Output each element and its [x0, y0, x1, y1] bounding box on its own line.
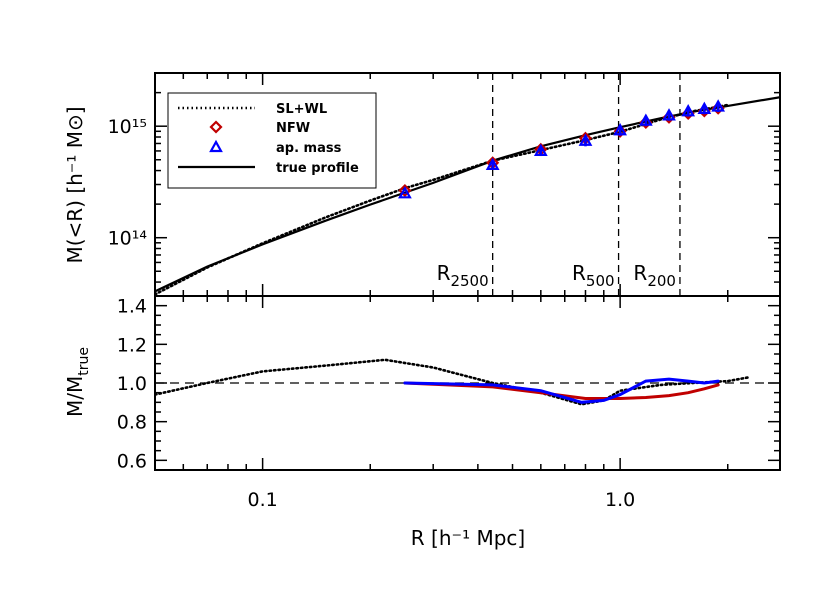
legend-label: ap. mass: [276, 141, 342, 156]
vline-label-sub: 200: [647, 272, 676, 290]
legend-label: SL+WL: [276, 102, 327, 117]
vline-label-main: R: [437, 261, 451, 285]
point-ap-mass: [638, 113, 653, 126]
y-axis-label-bottom-sub: true: [76, 347, 92, 376]
legend-swatch-nfw: [209, 120, 223, 134]
bottom-y-tick-label: 1.2: [117, 334, 147, 356]
top-series-group: [155, 96, 780, 296]
point-ap-mass: [711, 99, 726, 112]
ratio-nfw: [403, 381, 720, 400]
point-ap-mass: [578, 133, 593, 146]
ratio-ap--mass: [403, 377, 720, 404]
legend-label: NFW: [276, 121, 310, 136]
x-tick-label: 0.1: [248, 489, 278, 511]
vline-label-R200: R200: [633, 261, 676, 290]
point-ap-mass: [613, 122, 628, 136]
vline-label-sub: 2500: [450, 272, 488, 290]
bottom-y-tick-label: 1.4: [117, 296, 147, 318]
bottom-y-tick-label: 0.6: [117, 450, 147, 472]
series-sl-wl: [155, 103, 730, 296]
top-y-tick-label: 10¹⁵: [108, 116, 147, 138]
point-nfw: [398, 183, 412, 198]
top-y-tick-label: 10¹⁴: [108, 228, 148, 250]
y-axis-label-bottom-main: M/M: [63, 376, 87, 417]
vline-label-sub: 500: [586, 272, 615, 290]
vline-label-R500: R500: [572, 261, 615, 290]
point-ap-mass: [662, 108, 676, 121]
x-axis-label: R [h⁻¹ Mpc]: [411, 526, 525, 550]
bottom-series-group: [155, 358, 751, 406]
point-ap-mass: [681, 104, 696, 117]
point-ap-mass: [533, 143, 548, 157]
legend-box: [167, 92, 377, 189]
x-tick-label: 1.0: [605, 489, 635, 511]
bottom-panel: 0.6 0.8 1.0 1.2 1.4 0.1 1.0: [117, 295, 781, 511]
vline-label-main: R: [633, 261, 647, 285]
y-axis-label-bottom: M/Mtrue: [63, 347, 92, 417]
legend-swatch-ap-mass: [209, 139, 223, 153]
bottom-y-tick-label: 1.0: [117, 373, 147, 395]
bottom-y-tick-label: 0.8: [117, 412, 147, 434]
point-ap-mass: [697, 101, 712, 114]
legend: SL+WL NFW ap. mass true profile: [167, 92, 377, 189]
point-ap-mass: [398, 186, 412, 199]
vline-label-R2500: R2500: [437, 261, 489, 290]
point-ap-mass: [485, 157, 500, 170]
vline-label-main: R: [572, 261, 586, 285]
y-axis-label-top: M(<R) [h⁻¹ M⊙]: [63, 106, 87, 263]
legend-label: true profile: [276, 161, 359, 176]
bottom-axes-frame: [154, 295, 781, 471]
